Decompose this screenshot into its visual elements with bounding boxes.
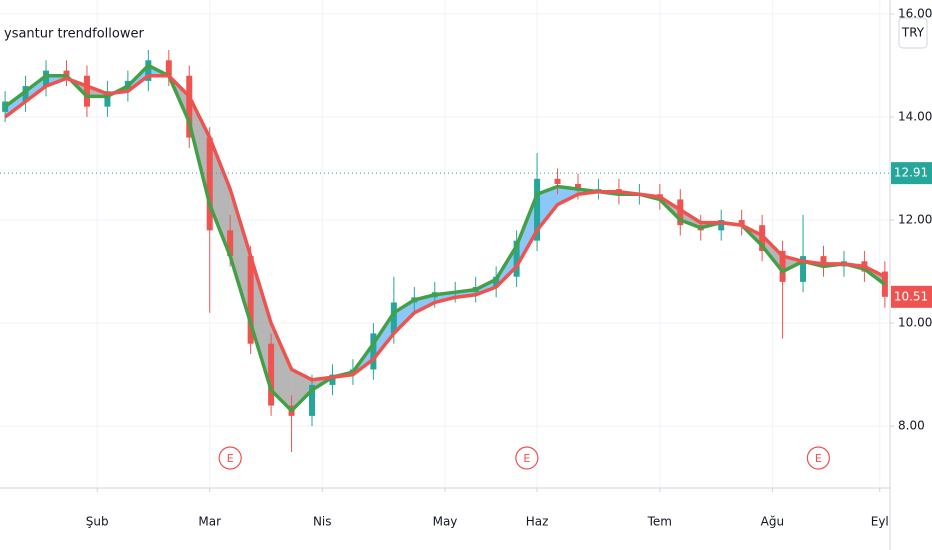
event-label: E xyxy=(227,452,234,465)
ma-fill-segment xyxy=(291,369,313,411)
y-tick-label: 14.00 xyxy=(898,109,932,123)
ma-fill-segment xyxy=(25,75,47,102)
candle-body xyxy=(759,225,766,251)
event-marker xyxy=(218,446,242,470)
event-label: E xyxy=(815,452,822,465)
candle-body xyxy=(309,384,316,416)
candle-body xyxy=(63,70,70,76)
currency-label[interactable]: TRY xyxy=(901,26,925,40)
x-tick-label: Tem xyxy=(647,515,672,529)
price-label-box xyxy=(891,285,932,308)
ma-fill-segment xyxy=(373,312,394,360)
candle-body xyxy=(22,86,29,102)
y-tick-label: 16.00 xyxy=(898,6,932,20)
price-label: 10.51 xyxy=(894,289,928,303)
x-tick-label: Haz xyxy=(526,515,549,529)
ma-fill-segment xyxy=(516,194,538,267)
candle-body xyxy=(554,178,561,184)
price-label: 12.91 xyxy=(894,166,928,180)
candle-body xyxy=(104,91,111,107)
event-marker xyxy=(806,446,830,470)
ma-fill-segment xyxy=(5,91,26,117)
y-tick-label: 10.00 xyxy=(898,316,932,330)
candle-body xyxy=(718,220,725,231)
ma-fill-segment xyxy=(250,256,272,391)
indicator-title: ysantur trendfollower xyxy=(4,27,144,42)
y-tick-label: 8.00 xyxy=(898,419,925,433)
candle-body xyxy=(738,220,745,226)
x-tick-label: Şub xyxy=(86,515,109,529)
ma-fill-segment xyxy=(393,299,415,334)
ma-lines xyxy=(4,63,886,413)
currency-button[interactable] xyxy=(898,17,928,49)
candle-body xyxy=(329,374,336,385)
y-tick-label: 12.00 xyxy=(898,213,932,227)
x-tick-label: Mar xyxy=(198,515,221,529)
candle-body xyxy=(83,75,90,107)
candle-body xyxy=(145,60,152,81)
event-marker xyxy=(515,446,539,470)
ma-fill-segment xyxy=(209,137,231,257)
candle-body xyxy=(779,250,786,282)
candle-body xyxy=(595,189,602,191)
candle-body xyxy=(820,256,827,267)
ma-fill-segment xyxy=(271,323,292,411)
candle-body xyxy=(534,178,541,241)
candle-body xyxy=(227,230,234,257)
candle-body xyxy=(43,70,50,87)
candle-body xyxy=(370,333,377,370)
candle-body xyxy=(206,137,213,231)
candle-body xyxy=(268,343,275,406)
ma-fill-segment xyxy=(537,186,558,231)
candle-body xyxy=(165,60,172,76)
candle-body xyxy=(390,302,397,334)
x-tick-label: Ağu xyxy=(761,515,784,529)
event-label: E xyxy=(523,452,530,465)
candle-body xyxy=(247,256,254,344)
candle-body xyxy=(513,240,520,277)
candle-body xyxy=(574,183,581,190)
ma-line xyxy=(4,74,886,382)
x-tick-label: Nis xyxy=(313,515,332,529)
candle-body xyxy=(677,199,684,226)
candle-body xyxy=(493,276,500,288)
x-tick-label: Eyl xyxy=(871,515,889,529)
ma-fill-segment xyxy=(230,189,251,324)
candle-body xyxy=(800,256,807,282)
candle-body xyxy=(186,75,193,138)
price-label-box xyxy=(891,162,932,185)
x-tick-label: May xyxy=(433,515,458,529)
